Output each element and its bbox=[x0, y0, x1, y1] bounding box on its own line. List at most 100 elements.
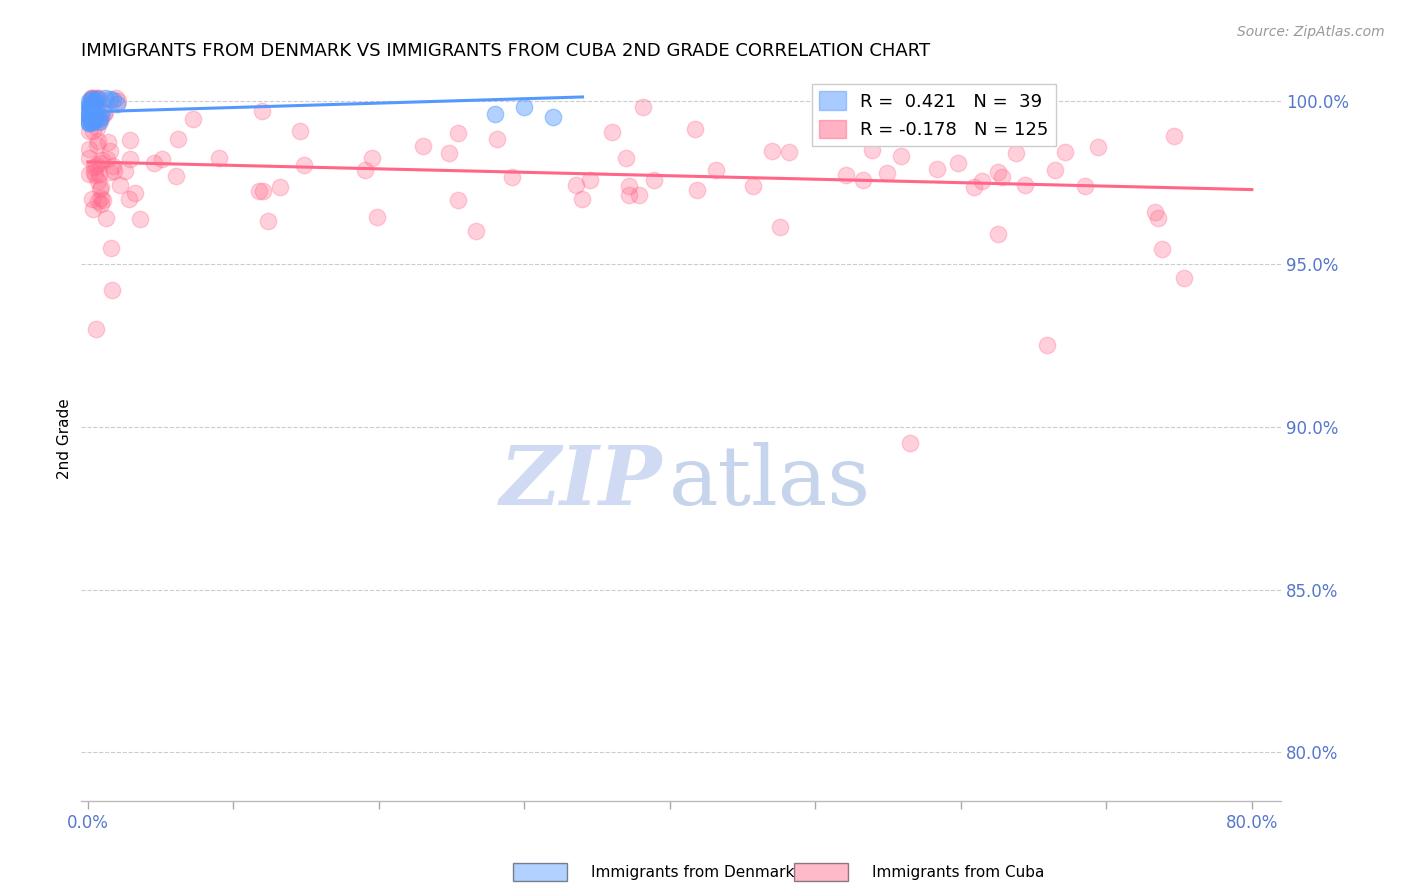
Text: IMMIGRANTS FROM DENMARK VS IMMIGRANTS FROM CUBA 2ND GRADE CORRELATION CHART: IMMIGRANTS FROM DENMARK VS IMMIGRANTS FR… bbox=[80, 42, 929, 60]
Text: Source: ZipAtlas.com: Source: ZipAtlas.com bbox=[1237, 25, 1385, 39]
Point bbox=[82, 114, 104, 128]
Point bbox=[79, 96, 101, 111]
Point bbox=[98, 144, 121, 158]
Point bbox=[83, 95, 105, 110]
Point bbox=[82, 109, 104, 123]
Point bbox=[860, 143, 883, 157]
Point bbox=[83, 107, 105, 121]
Point bbox=[84, 322, 107, 336]
Point bbox=[963, 180, 986, 194]
Point bbox=[80, 115, 103, 129]
Point bbox=[83, 95, 105, 110]
Point bbox=[686, 183, 709, 197]
Point bbox=[94, 91, 117, 105]
Point bbox=[77, 109, 100, 123]
Point bbox=[761, 145, 783, 159]
Point bbox=[89, 156, 111, 170]
Point bbox=[84, 91, 107, 105]
Point bbox=[77, 152, 100, 166]
Point bbox=[778, 145, 800, 159]
Point bbox=[1163, 129, 1185, 144]
Point bbox=[90, 191, 112, 205]
Point bbox=[83, 113, 105, 128]
Point bbox=[80, 192, 103, 206]
Point bbox=[288, 124, 311, 138]
Point bbox=[118, 152, 141, 166]
Point bbox=[89, 182, 111, 196]
Y-axis label: 2nd Grade: 2nd Grade bbox=[58, 398, 72, 479]
Point bbox=[82, 202, 104, 217]
Point bbox=[86, 120, 108, 135]
Point bbox=[464, 224, 486, 238]
Point bbox=[87, 168, 110, 182]
Point bbox=[105, 91, 128, 105]
Point bbox=[103, 164, 125, 178]
Point bbox=[1043, 163, 1066, 178]
Point bbox=[87, 174, 110, 188]
Point bbox=[83, 165, 105, 179]
Point bbox=[890, 148, 912, 162]
Point bbox=[86, 138, 108, 153]
Point bbox=[484, 107, 506, 121]
Text: Immigrants from Cuba: Immigrants from Cuba bbox=[872, 865, 1045, 880]
Point bbox=[741, 179, 763, 194]
Point bbox=[108, 178, 131, 193]
Point bbox=[704, 162, 727, 177]
Point bbox=[83, 93, 105, 107]
Point bbox=[91, 193, 114, 207]
Point bbox=[77, 109, 100, 123]
Point bbox=[987, 165, 1010, 179]
Point bbox=[564, 178, 586, 192]
Point bbox=[911, 126, 934, 140]
Point bbox=[77, 110, 100, 124]
Point bbox=[852, 173, 875, 187]
Point bbox=[89, 114, 111, 128]
Point bbox=[100, 241, 122, 255]
Point bbox=[292, 158, 315, 172]
Point bbox=[257, 214, 280, 228]
Point bbox=[643, 173, 665, 187]
Point bbox=[353, 162, 375, 177]
Point bbox=[167, 132, 190, 146]
Point bbox=[1053, 145, 1076, 159]
Point bbox=[628, 187, 651, 202]
Point bbox=[90, 153, 112, 167]
Point bbox=[991, 170, 1014, 185]
Point bbox=[77, 116, 100, 130]
Point bbox=[946, 156, 969, 170]
Point bbox=[77, 142, 100, 156]
Point bbox=[86, 91, 108, 105]
Point bbox=[93, 107, 115, 121]
Point bbox=[571, 192, 593, 206]
Point bbox=[124, 186, 146, 201]
Point bbox=[412, 139, 434, 153]
Point bbox=[447, 193, 470, 207]
Point bbox=[617, 188, 640, 202]
Point bbox=[1004, 145, 1026, 160]
Point bbox=[114, 163, 136, 178]
Point bbox=[118, 133, 141, 147]
Point bbox=[614, 151, 637, 165]
Point bbox=[83, 161, 105, 175]
Point bbox=[437, 145, 460, 160]
Point bbox=[1036, 338, 1059, 352]
Point bbox=[631, 101, 654, 115]
Point bbox=[80, 93, 103, 107]
Point bbox=[165, 169, 187, 183]
Point bbox=[360, 151, 382, 165]
Point bbox=[1150, 242, 1173, 256]
Point bbox=[513, 100, 536, 114]
Point bbox=[82, 112, 104, 127]
Point bbox=[86, 92, 108, 106]
Point bbox=[447, 126, 470, 140]
Point bbox=[269, 179, 291, 194]
Point bbox=[84, 96, 107, 111]
Point bbox=[101, 283, 124, 297]
Point bbox=[84, 158, 107, 172]
Point bbox=[77, 114, 100, 128]
Point bbox=[96, 152, 118, 166]
Point bbox=[1147, 211, 1170, 225]
Point bbox=[82, 91, 104, 105]
Point bbox=[247, 184, 270, 198]
Point bbox=[79, 116, 101, 130]
